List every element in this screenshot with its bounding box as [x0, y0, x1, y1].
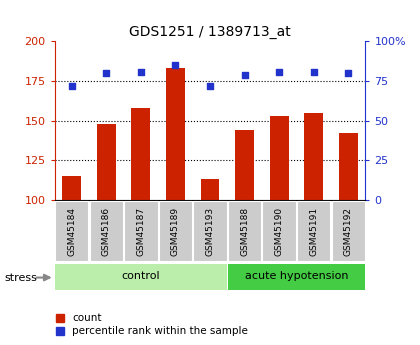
FancyBboxPatch shape [55, 264, 226, 290]
Text: control: control [122, 271, 160, 281]
Text: GSM45184: GSM45184 [67, 207, 76, 256]
Text: stress: stress [4, 273, 37, 283]
Text: GSM45191: GSM45191 [309, 207, 318, 256]
Text: GSM45192: GSM45192 [344, 207, 353, 256]
Point [68, 83, 75, 89]
Bar [200, 179, 220, 200]
Text: GSM45186: GSM45186 [102, 207, 111, 256]
Point [276, 69, 282, 74]
Point [345, 70, 352, 76]
Bar [97, 124, 116, 200]
Text: GSM45188: GSM45188 [240, 207, 249, 256]
Bar [339, 134, 357, 200]
Bar [270, 116, 289, 200]
Text: GSM45190: GSM45190 [275, 207, 284, 256]
Text: acute hypotension: acute hypotension [244, 271, 348, 281]
FancyBboxPatch shape [228, 201, 261, 261]
Bar [304, 113, 323, 200]
FancyBboxPatch shape [55, 201, 89, 261]
Bar [235, 130, 254, 200]
Point [103, 70, 110, 76]
Point [172, 62, 179, 68]
FancyBboxPatch shape [262, 201, 296, 261]
Legend: count, percentile rank within the sample: count, percentile rank within the sample [55, 313, 248, 336]
FancyBboxPatch shape [124, 201, 158, 261]
FancyBboxPatch shape [297, 201, 330, 261]
Point [241, 72, 248, 78]
Point [310, 69, 317, 74]
Bar [63, 176, 81, 200]
Text: GSM45193: GSM45193 [205, 207, 215, 256]
FancyBboxPatch shape [331, 201, 365, 261]
Point [207, 83, 213, 89]
FancyBboxPatch shape [159, 201, 192, 261]
Text: GSM45187: GSM45187 [136, 207, 145, 256]
FancyBboxPatch shape [90, 201, 123, 261]
Text: GSM45189: GSM45189 [171, 207, 180, 256]
Point [138, 69, 144, 74]
Title: GDS1251 / 1389713_at: GDS1251 / 1389713_at [129, 25, 291, 39]
Bar [166, 68, 185, 200]
FancyBboxPatch shape [194, 201, 226, 261]
Bar [131, 108, 150, 200]
FancyBboxPatch shape [228, 264, 365, 290]
